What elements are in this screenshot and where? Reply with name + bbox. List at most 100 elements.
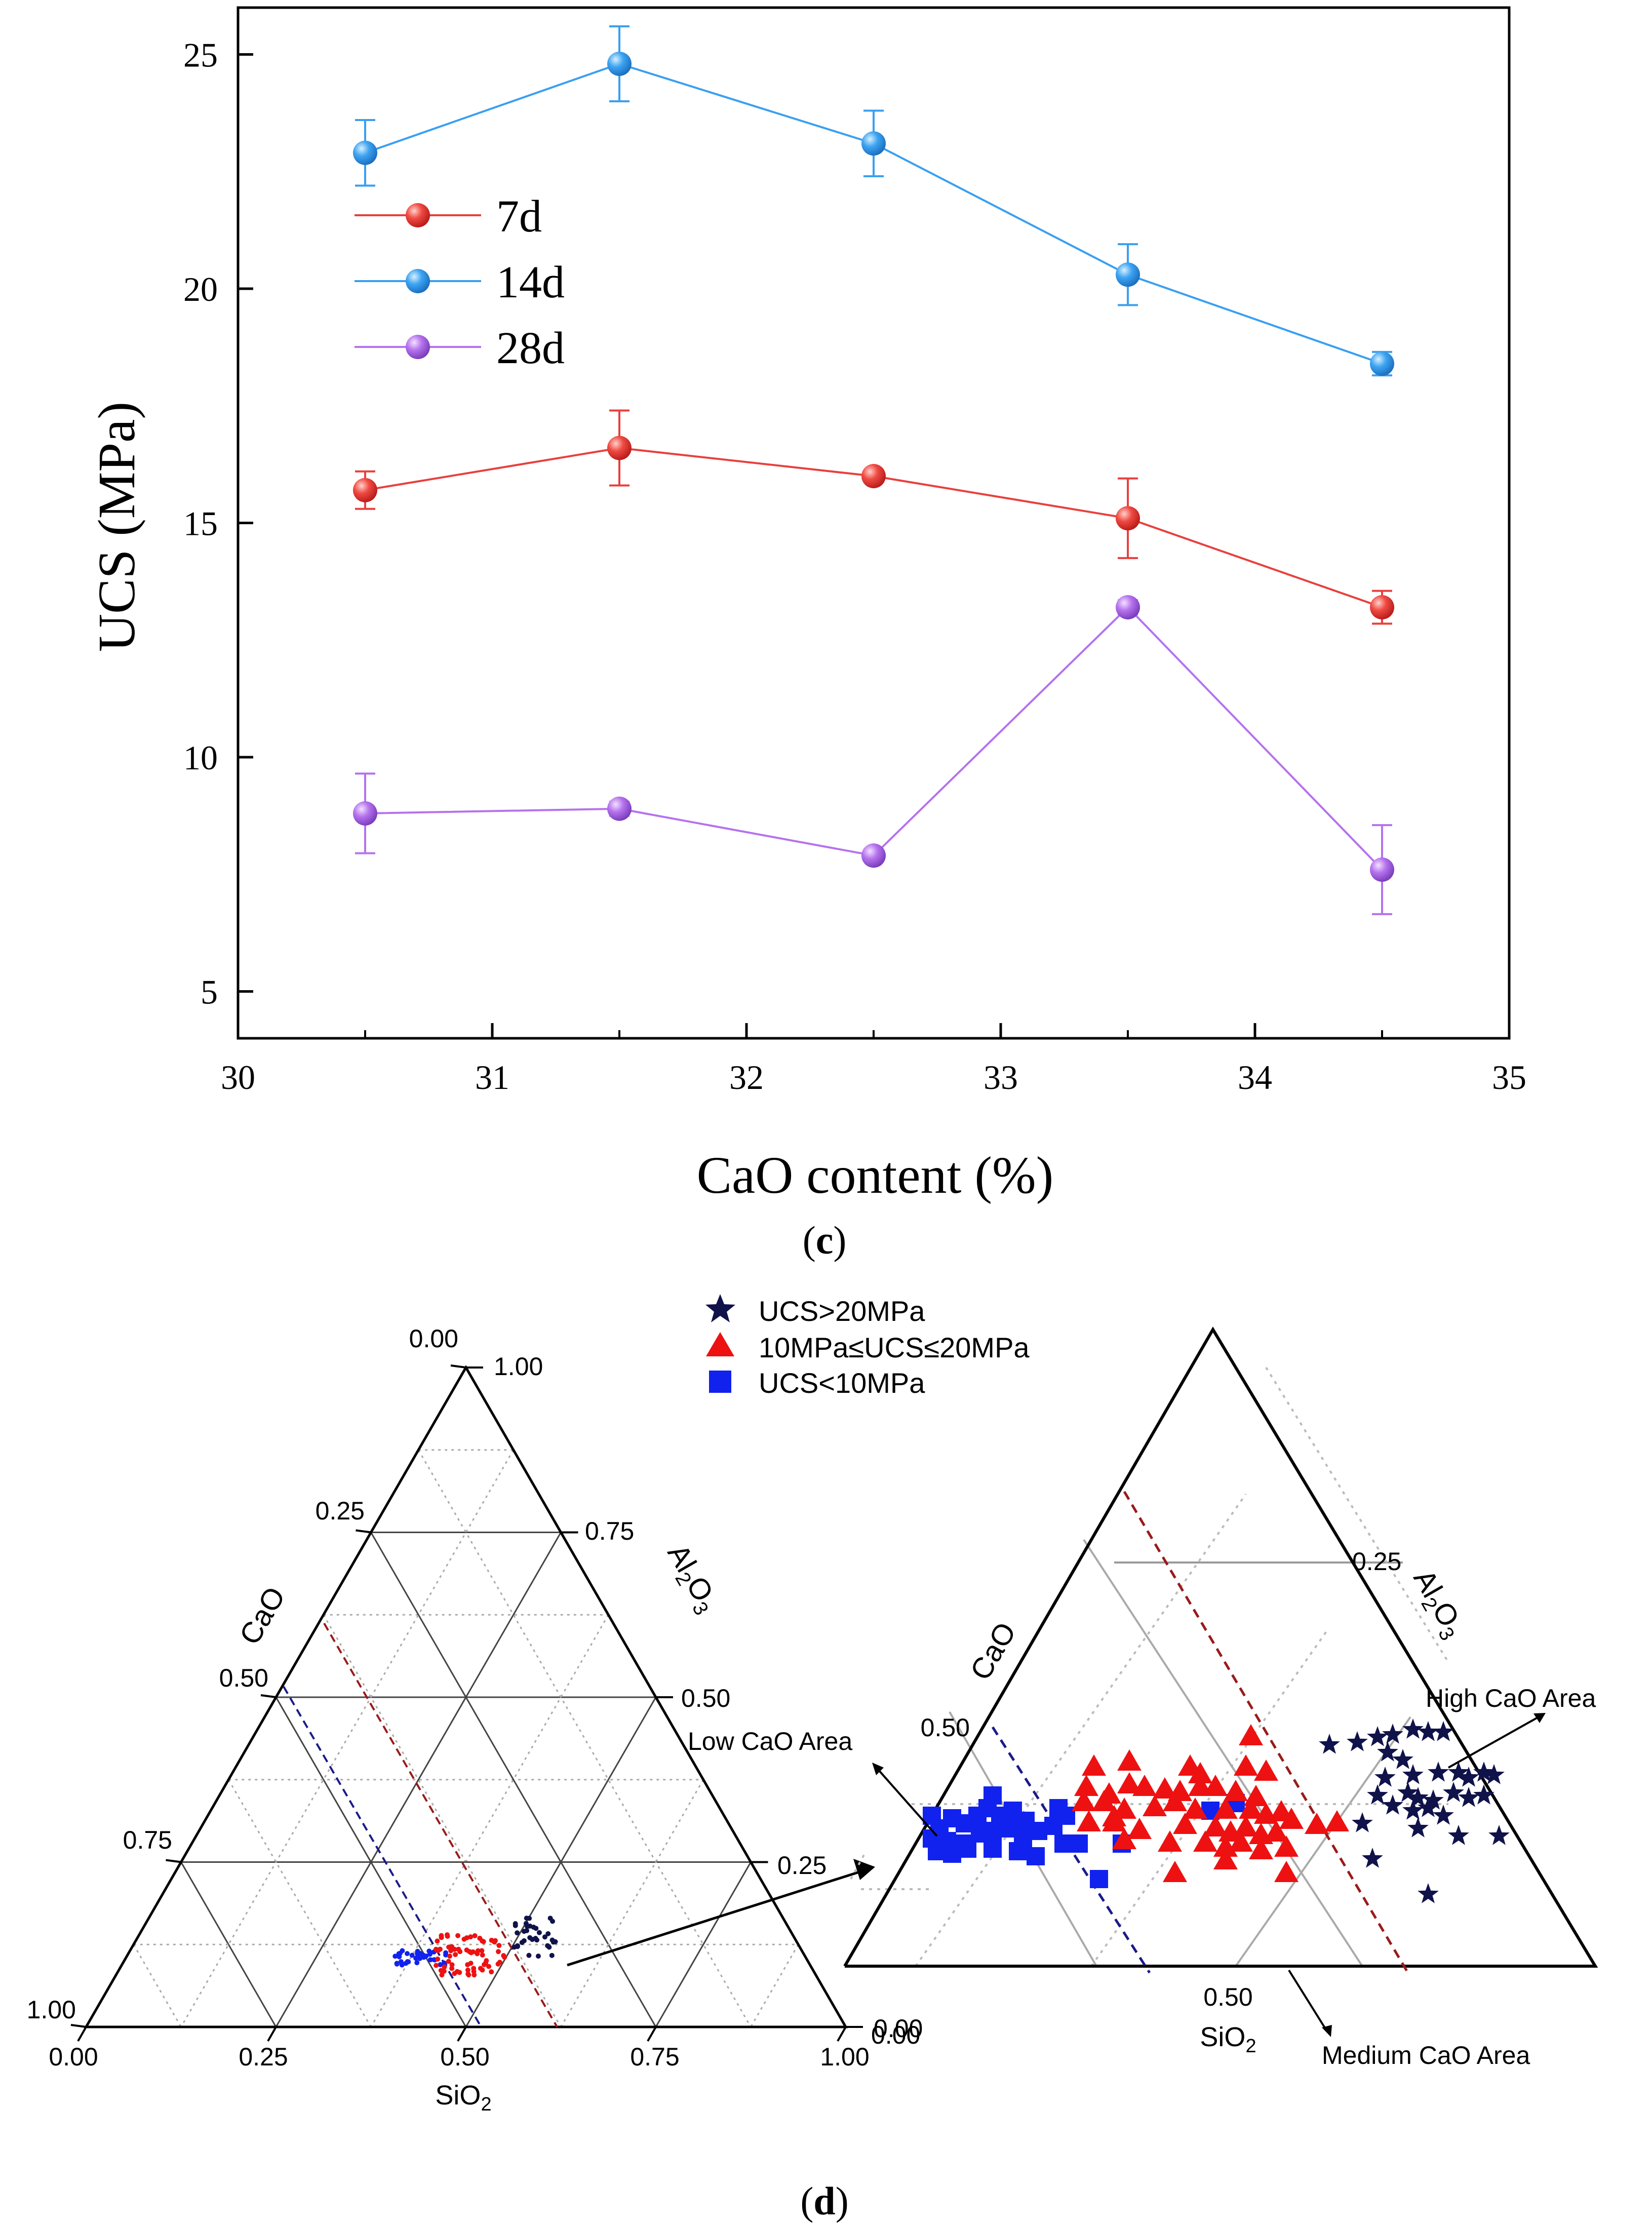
zoom-point-medium (1249, 1838, 1273, 1859)
zoom-point-high (1392, 1749, 1413, 1769)
mini-point-medium (484, 1958, 489, 1964)
mini-point-low (409, 1952, 415, 1958)
mini-point-medium (435, 1938, 440, 1944)
zoom-point-medium (1274, 1861, 1299, 1882)
zoom-point-high (1352, 1812, 1373, 1832)
annotation-high-cao-arrowhead (1533, 1713, 1546, 1723)
mini-point-medium (468, 1934, 474, 1940)
zoom-point-low (984, 1840, 1002, 1858)
ternary-grid-line (323, 1614, 562, 2027)
mini-point-medium (452, 1946, 457, 1952)
ternary-grid-line (227, 1779, 372, 2027)
mini-point-high (515, 1943, 520, 1948)
zoom-point-high (1367, 1784, 1388, 1805)
mini-point-medium (464, 1935, 469, 1941)
legend-star-marker (705, 1294, 735, 1322)
mini-point-medium (492, 1939, 497, 1945)
mini-point-medium (475, 1948, 481, 1953)
zoom-point-low (1057, 1807, 1075, 1825)
zoom-point-medium (1077, 1810, 1101, 1831)
legend-marker (406, 335, 430, 359)
zoom-point-medium (1153, 1777, 1177, 1799)
mini-point-medium (446, 1959, 451, 1964)
legend-label-medium: 10MPa≤UCS≤20MPa (759, 1332, 1030, 1363)
data-point (861, 464, 886, 488)
right-tick-1: 0.75 (585, 1517, 634, 1545)
mini-point-medium (496, 1943, 502, 1948)
tick (837, 2026, 847, 2042)
legend: 7d 14d 28d (355, 191, 565, 373)
mini-point-medium (439, 1935, 444, 1940)
zoom-point-medium (1132, 1775, 1157, 1796)
mini-point-high (523, 1921, 529, 1926)
zoom-points (923, 1718, 1510, 1903)
ternary-tick-marks (70, 1364, 863, 2042)
panel-d-letter: d (813, 2179, 835, 2223)
data-point (607, 52, 632, 76)
dashed-boundary-red (323, 1623, 558, 2027)
x-tick-label: 34 (1238, 1058, 1272, 1097)
zoom-corner-tick: 0.00 (871, 2021, 920, 2049)
zoom-point-medium (1158, 1830, 1182, 1852)
zoom-point-medium (1102, 1810, 1126, 1831)
zoom-point-high (1458, 1787, 1479, 1807)
zoom-grid (850, 1366, 1449, 1967)
zoom-point-high (1402, 1800, 1424, 1820)
zoom-point-high (1448, 1762, 1469, 1782)
legend-label-high: UCS>20MPa (759, 1295, 925, 1327)
ternary-mini-points (392, 1916, 558, 1978)
mini-point-medium (468, 1950, 474, 1956)
zoom-point-high (1367, 1726, 1388, 1746)
y-tick-label: 10 (183, 738, 218, 777)
zoom-point-high (1428, 1762, 1449, 1782)
left-tick-1: 0.25 (316, 1497, 365, 1525)
zoom-point-medium (1117, 1772, 1142, 1793)
panel-c-label: (c) (803, 1218, 847, 1262)
legend-square-marker (709, 1371, 731, 1393)
legend-label: 28d (496, 323, 565, 373)
zoom-point-medium (1117, 1749, 1142, 1771)
mini-point-low (405, 1951, 410, 1957)
zoom-point-medium (1279, 1808, 1304, 1829)
zoom-point-medium (1127, 1818, 1152, 1839)
mini-point-high (545, 1931, 551, 1936)
annotation-medium-cao-arrowhead (1322, 2025, 1332, 2037)
tick (267, 2026, 277, 2042)
legend-triangle-marker (706, 1332, 734, 1356)
zoom-axis-title-al2o3: Al2O3 (1404, 1564, 1472, 1645)
mini-point-high (533, 1936, 538, 1941)
mini-point-medium (453, 1952, 458, 1958)
zoom-point-medium (1092, 1790, 1116, 1811)
x-tick-label: 32 (729, 1058, 764, 1097)
tick (77, 2026, 87, 2042)
mini-point-high (549, 1952, 555, 1958)
mini-point-medium (435, 1957, 441, 1962)
tick (166, 1859, 181, 1863)
legend-marker (406, 269, 430, 293)
zoom-point-high (1402, 1764, 1424, 1784)
legend-marker (406, 203, 430, 227)
zoom-dashed-red (1123, 1491, 1409, 1974)
y-tick-label: 25 (183, 36, 218, 74)
zoom-point-medium (1143, 1795, 1167, 1816)
zoom-point-high (1448, 1825, 1469, 1845)
zoom-point-high (1418, 1721, 1439, 1741)
zoom-point-high (1473, 1762, 1494, 1782)
zoom-point-low (984, 1786, 1002, 1805)
ternary-zoomed: 0.50 0.25 0.50 0.00 CaO Al2O3 SiO2 Low C… (688, 1326, 1598, 2069)
mini-point-medium (466, 1972, 471, 1978)
mini-point-medium (445, 1932, 450, 1938)
zoom-point-high (1473, 1784, 1494, 1805)
zoom-point-high (1377, 1741, 1398, 1762)
axis-title-cao: CaO (233, 1581, 292, 1650)
mini-point-medium (489, 1969, 494, 1975)
mini-point-medium (439, 1972, 445, 1978)
mini-point-low (427, 1951, 432, 1957)
mini-point-low (415, 1948, 420, 1954)
annotation-low-cao-arrow (878, 1769, 938, 1837)
ternary-grid-line (417, 1450, 752, 2027)
axis-title-al2o3: Al2O3 (658, 1539, 726, 1619)
mini-point-low (405, 1959, 410, 1964)
mini-point-medium (457, 1949, 463, 1955)
